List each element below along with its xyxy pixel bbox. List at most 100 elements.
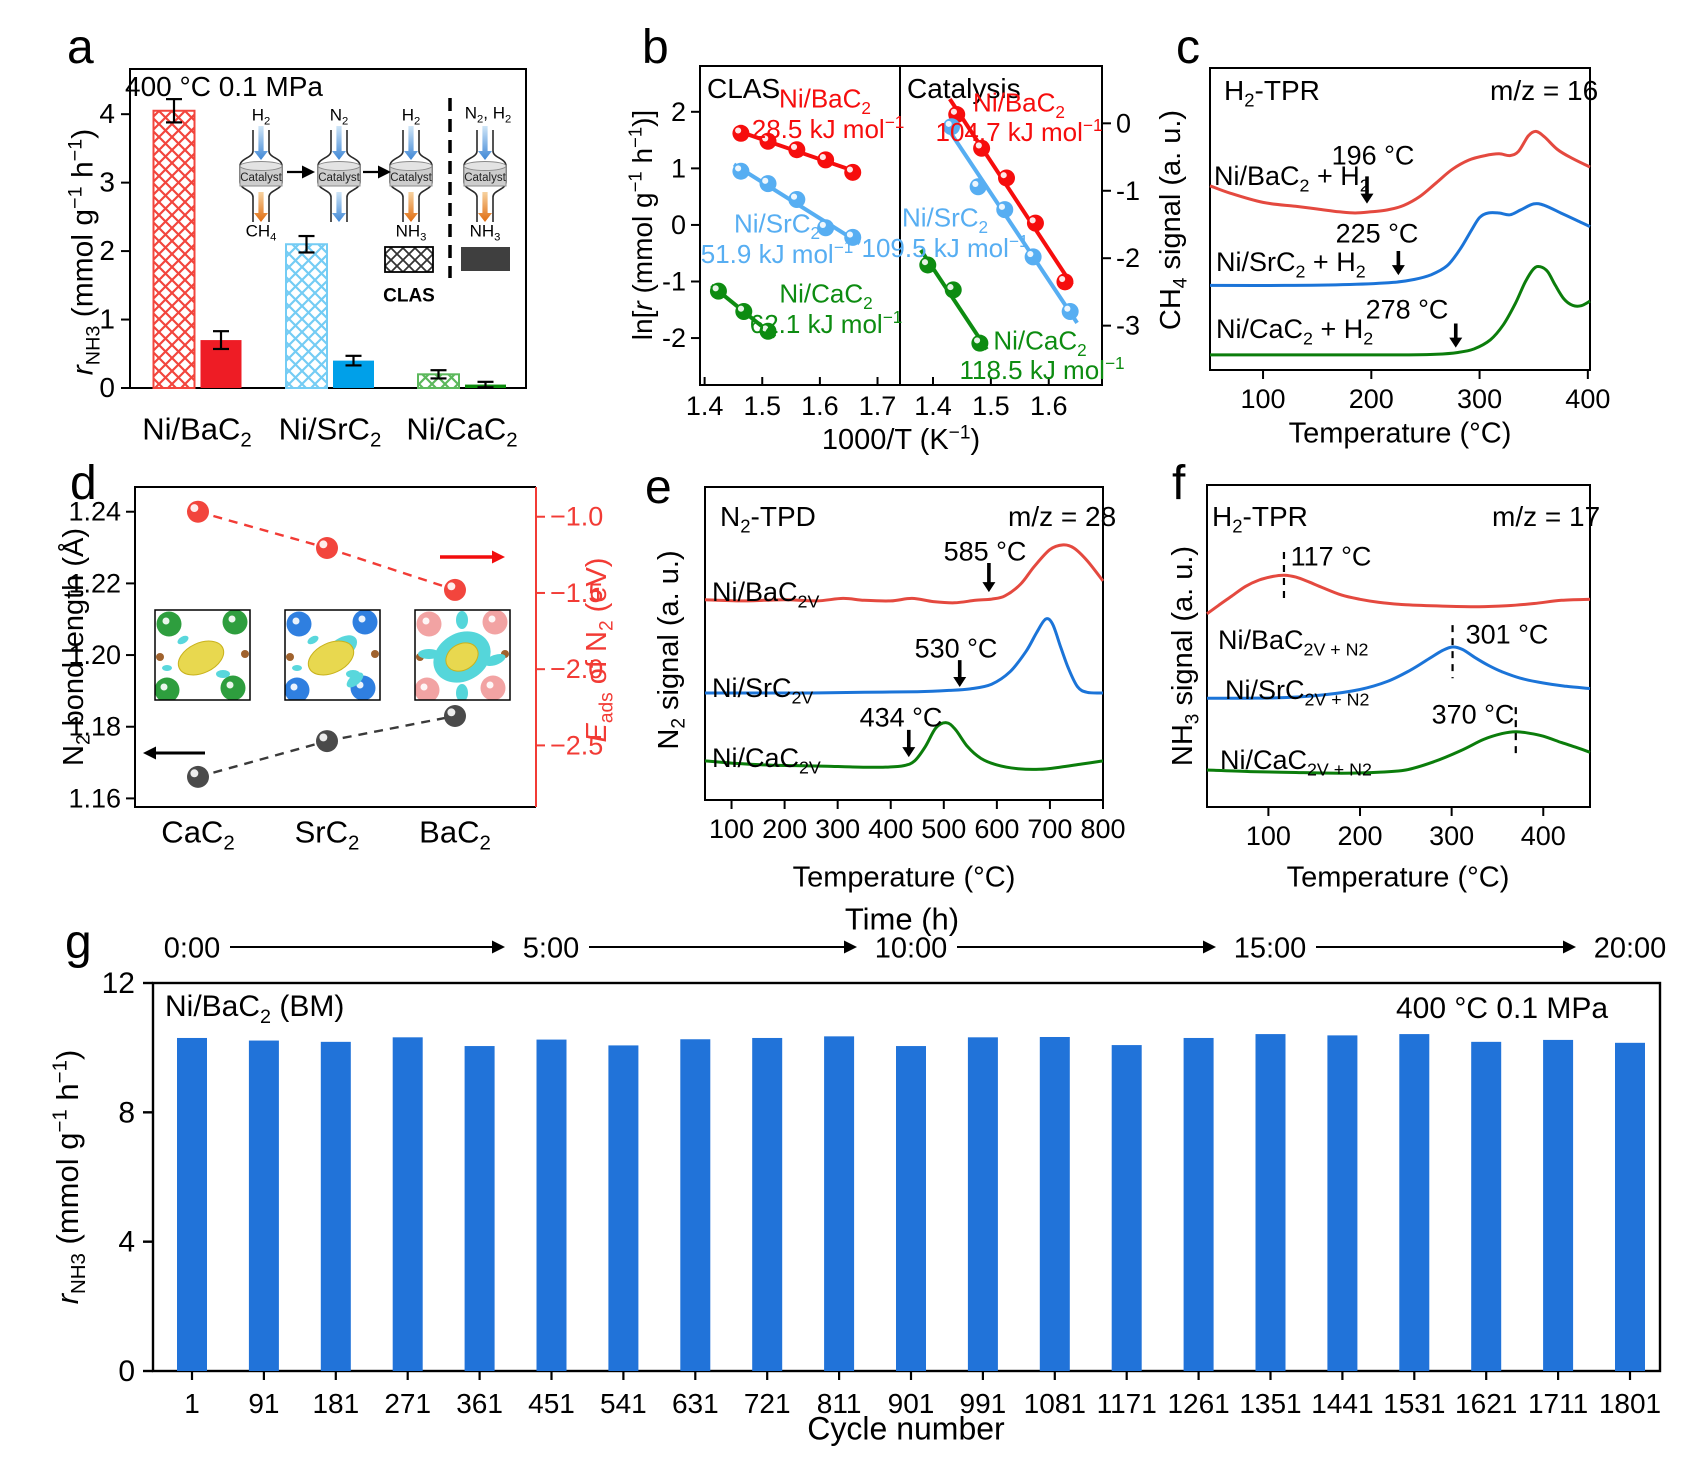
panel-a-condition: 400 °C 0.1 MPa: [125, 71, 323, 102]
panel-a-category-nicac2: Ni/CaC2: [406, 411, 518, 452]
atom-highlight: [422, 617, 430, 625]
cyan-bit: [162, 665, 172, 671]
cycle-bar-451: [536, 1039, 567, 1371]
inset-reactor1-out-label: CH4: [245, 221, 277, 244]
inset-reactor2-in-label: N2: [329, 105, 349, 128]
data-point-highlight: [735, 127, 742, 134]
inset-reactor3-out-label: NH3: [395, 221, 427, 244]
cycle-bar-181: [320, 1041, 351, 1371]
clas-nibac2-label: Ni/BaC2: [779, 83, 871, 118]
panel-d-letter: d: [70, 457, 97, 510]
x-tick-label: 400: [1565, 384, 1610, 414]
x-tick-label: 200: [762, 814, 807, 844]
time-arrow-icon-head: [844, 940, 857, 954]
atom-small: [156, 653, 164, 661]
inset-border: [154, 609, 251, 701]
clas-nicac2-ea: 62.1 kJ mol−1: [749, 307, 903, 339]
eads-point: [316, 536, 338, 559]
cycle-bar-1351: [1255, 1034, 1286, 1371]
cyan-arm: [346, 672, 364, 688]
data-point-highlight: [790, 193, 798, 200]
panel-f-method: H2-TPR: [1212, 501, 1308, 537]
x-tick-label: 100: [1241, 384, 1286, 414]
cycle-bar-901: [896, 1046, 926, 1371]
cat-nibac2-label: Ni/BaC2: [973, 87, 1065, 122]
x-tick-label: 1.4: [914, 391, 952, 421]
panel-e-method: N2-TPD: [720, 501, 816, 537]
bond-length-point: [316, 730, 338, 753]
onset-434: 434 °C: [859, 702, 943, 733]
left-axis-arrow-icon-head: [143, 746, 156, 760]
y-tick-label: 0: [1116, 108, 1131, 138]
x-tick-label: 200: [1349, 384, 1394, 414]
onset-arrow-icon: [1391, 251, 1405, 276]
onset-196: 196 °C: [1331, 140, 1415, 171]
cat-nisrc2-ea: 109.5 kJ mol−1: [861, 231, 1029, 263]
clas-nibac2-ea: 28.5 kJ mol−1: [751, 112, 905, 144]
cycle-bar-1261: [1183, 1037, 1214, 1371]
y-tick-label: -2: [662, 323, 686, 353]
reactor-step-arrow-icon-head: [378, 165, 391, 179]
x-tick-label: 1081: [1024, 1388, 1086, 1419]
atom: [416, 611, 442, 637]
atom-highlight: [290, 683, 298, 691]
x-tick-label: 300: [1457, 384, 1502, 414]
curve-label-nisrc2-h2: Ni/SrC2 + H2: [1216, 247, 1366, 282]
y-tick-label: 4: [118, 1226, 135, 1259]
bond-length-point: [187, 765, 209, 788]
atom-highlight: [486, 681, 494, 689]
x-tick-label: 541: [600, 1388, 647, 1419]
fit-line: [948, 97, 1074, 286]
x-tick-label: 1351: [1239, 1388, 1301, 1419]
time-axis-title: Time (h): [844, 901, 960, 937]
cycle-bar-1171: [1111, 1045, 1142, 1371]
x-tick-label: 1.6: [801, 391, 839, 421]
inset-content: [415, 610, 510, 700]
x-tick-label: 1.4: [686, 391, 724, 421]
data-point-highlight: [950, 108, 957, 115]
panel-g-xlabel: Cycle number: [807, 1410, 1005, 1447]
onset-530: 530 °C: [914, 633, 998, 664]
atom: [286, 611, 312, 637]
x-tick-label: 600: [974, 814, 1019, 844]
data-point: [732, 124, 750, 142]
cyan-arm: [456, 684, 468, 700]
signal-curve: [1209, 129, 1591, 215]
data-point-highlight: [819, 154, 826, 161]
data-point-highlight: [790, 143, 798, 150]
data-point-highlight: [712, 285, 719, 292]
data-point-highlight: [319, 540, 328, 549]
data-point: [944, 281, 962, 299]
time-arrow-icon-head: [1563, 940, 1576, 954]
atom-highlight: [162, 617, 170, 625]
bar-clas-1: [285, 243, 328, 389]
plot-frame: [704, 486, 1104, 801]
atom: [415, 677, 440, 700]
panel-b-ylabel: ln[r (mmol g−1 h−1)]: [624, 109, 659, 341]
data-point: [997, 169, 1015, 187]
x-tick-label: 200: [1337, 821, 1382, 851]
data-point-highlight: [762, 177, 769, 184]
panel-a: 0 1 2 3 4 Catalyst Catalyst Catalyst Catalyst a …: [55, 20, 600, 465]
inset-reactor3-in-label: H2: [401, 105, 421, 128]
signal-curve: [1206, 645, 1591, 700]
inset-border: [284, 609, 381, 701]
y-tick-label: 0: [118, 1355, 135, 1388]
panel-g-letter: g: [65, 916, 92, 969]
cat-nibac2-ea: 104.7 kJ mol−1: [935, 115, 1103, 147]
panel-a-plot: 0 1 2 3 4 Catalyst Catalyst Catalyst Catalyst: [99, 68, 527, 403]
onset-370: 370 °C: [1431, 699, 1515, 730]
y-tick-label: 1: [99, 304, 115, 335]
cat-nicac2-label: Ni/CaC2: [993, 325, 1087, 360]
data-point-highlight: [921, 259, 929, 266]
y-tick-label-left: 1.24: [68, 497, 121, 527]
eads-trend-dashed: [197, 510, 328, 550]
cycle-bar-1621: [1471, 1041, 1502, 1371]
right-axis-arrow-icon-head: [492, 550, 505, 564]
atom: [220, 675, 246, 700]
data-point: [709, 282, 727, 300]
x-tick-label: 631: [672, 1388, 719, 1419]
cycle-bar-91: [248, 1040, 279, 1371]
plot-frame: [1209, 67, 1591, 371]
panel-c: 100 200 300 400 c H2-TPR m/z = 16 CH4 signa…: [1150, 20, 1698, 465]
